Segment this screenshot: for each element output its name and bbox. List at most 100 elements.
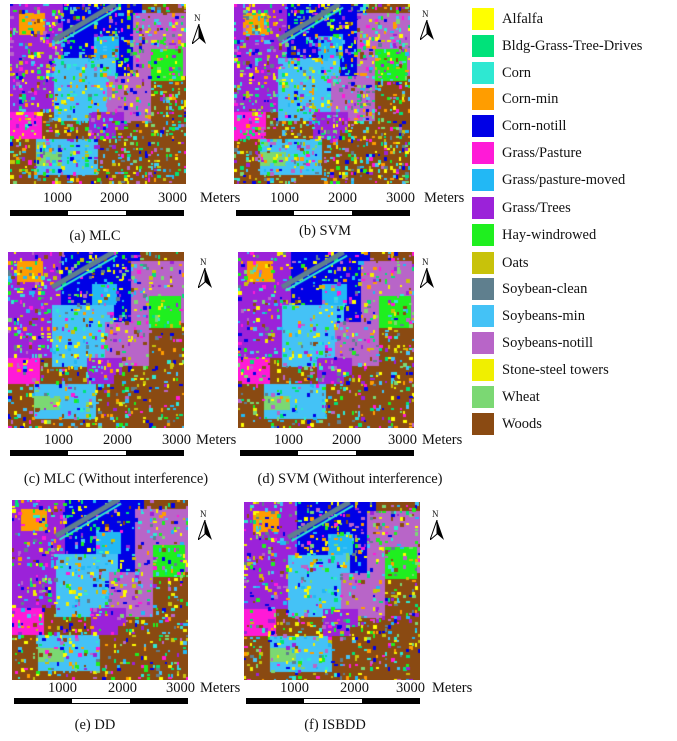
scale-tick-1000: 1000 [270, 190, 299, 206]
scale-bar [10, 210, 184, 216]
legend-swatch [472, 88, 494, 110]
scale-bar [14, 698, 188, 704]
legend-item: Grass/Pasture [472, 142, 582, 164]
classification-map [234, 4, 410, 184]
map-canvas [10, 4, 186, 184]
scale-tick-3000: 3000 [386, 190, 415, 206]
legend-swatch [472, 62, 494, 84]
legend-item: Corn [472, 62, 531, 84]
scale-labels: 1000 2000 3000 Meters [234, 190, 474, 206]
classification-map [238, 252, 414, 428]
scale-tick-2000: 2000 [100, 190, 129, 206]
north-arrow: N [190, 14, 208, 46]
legend-swatch [472, 115, 494, 137]
north-arrow: N [196, 510, 214, 542]
scale-tick-3000: 3000 [162, 432, 191, 448]
legend-swatch [472, 8, 494, 30]
legend-item: Stone-steel towers [472, 359, 609, 381]
scale-tick-2000: 2000 [328, 190, 357, 206]
map-canvas [12, 500, 188, 680]
scale-tick-1000: 1000 [44, 432, 73, 448]
classification-map [10, 4, 186, 184]
legend-item: Wheat [472, 386, 540, 408]
north-arrow: N [428, 510, 446, 542]
legend-item: Alfalfa [472, 8, 543, 30]
scale-tick-1000: 1000 [280, 680, 309, 696]
legend-swatch [472, 142, 494, 164]
scale-labels: 1000 2000 3000 Meters [0, 680, 240, 696]
north-arrow-icon [420, 20, 434, 40]
panel-caption: (f) ISBDD [304, 717, 366, 733]
scale-bar [10, 450, 184, 456]
scale-tick-2000: 2000 [340, 680, 369, 696]
legend-swatch [472, 169, 494, 191]
legend-swatch [472, 305, 494, 327]
legend-item: Soybeans-min [472, 305, 585, 327]
legend-item: Grass/Trees [472, 197, 571, 219]
legend-item: Corn-min [472, 88, 558, 110]
scale-tick-3000: 3000 [166, 680, 195, 696]
scale-tick-1000: 1000 [43, 190, 72, 206]
legend-item: Woods [472, 413, 542, 435]
panel-caption: (e) DD [74, 717, 116, 733]
scale-tick-1000: 1000 [274, 432, 303, 448]
scale-labels: 1000 2000 3000 Meters [244, 680, 484, 696]
classification-map [8, 252, 184, 428]
legend-label: Alfalfa [502, 10, 544, 27]
map-canvas [8, 252, 184, 428]
north-arrow-icon [420, 268, 434, 288]
north-arrow-icon [198, 520, 212, 540]
legend-swatch [472, 413, 494, 435]
legend-label: Grass/Trees [502, 199, 571, 216]
map-canvas [238, 252, 414, 428]
north-arrow-icon [192, 24, 206, 44]
panel-caption: (a) MLC [69, 228, 121, 244]
legend-label: Hay-windrowed [502, 226, 597, 243]
scale-unit: Meters [200, 680, 241, 696]
classification-map [244, 502, 420, 680]
scale-unit: Meters [196, 432, 237, 448]
legend-label: Stone-steel towers [502, 361, 609, 378]
legend-label: Oats [502, 254, 529, 271]
scale-tick-2000: 2000 [332, 432, 361, 448]
map-canvas [244, 502, 420, 680]
legend-label: Corn-notill [502, 117, 567, 134]
scale-tick-2000: 2000 [103, 432, 132, 448]
north-label: N [422, 257, 429, 267]
north-arrow: N [418, 258, 436, 290]
legend-swatch [472, 359, 494, 381]
panel-caption: (b) SVM [299, 223, 351, 239]
legend-swatch [472, 224, 494, 246]
legend-label: Soybeans-min [502, 307, 585, 324]
scale-bar [246, 698, 420, 704]
scale-tick-1000: 1000 [48, 680, 77, 696]
scale-unit: Meters [422, 432, 463, 448]
scale-tick-3000: 3000 [158, 190, 187, 206]
legend-label: Bldg-Grass-Tree-Drives [502, 37, 643, 54]
legend-item: Bldg-Grass-Tree-Drives [472, 35, 642, 57]
legend-item: Hay-windrowed [472, 224, 596, 246]
scale-unit: Meters [432, 680, 473, 696]
north-label: N [194, 13, 201, 23]
north-label: N [200, 257, 207, 267]
legend-label: Grass/pasture-moved [502, 171, 626, 188]
legend-item: Soybean-clean [472, 278, 587, 300]
legend-label: Grass/Pasture [502, 144, 582, 161]
scale-labels: 1000 2000 3000 Meters [0, 190, 240, 206]
legend-swatch [472, 35, 494, 57]
north-label: N [200, 509, 207, 519]
panel-caption: (d) SVM (Without interference) [257, 471, 443, 487]
north-arrow: N [196, 258, 214, 290]
scale-unit: Meters [200, 190, 241, 206]
north-arrow-icon [198, 268, 212, 288]
legend-swatch [472, 332, 494, 354]
north-label: N [422, 9, 429, 19]
legend-label: Soybeans-notill [502, 334, 594, 351]
legend-item: Grass/pasture-moved [472, 169, 625, 191]
legend-item: Corn-notill [472, 115, 566, 137]
legend-item: Soybeans-notill [472, 332, 593, 354]
north-arrow: N [418, 10, 436, 42]
legend-item: Oats [472, 252, 529, 274]
legend-label: Corn-min [502, 90, 559, 107]
north-arrow-icon [430, 520, 444, 540]
